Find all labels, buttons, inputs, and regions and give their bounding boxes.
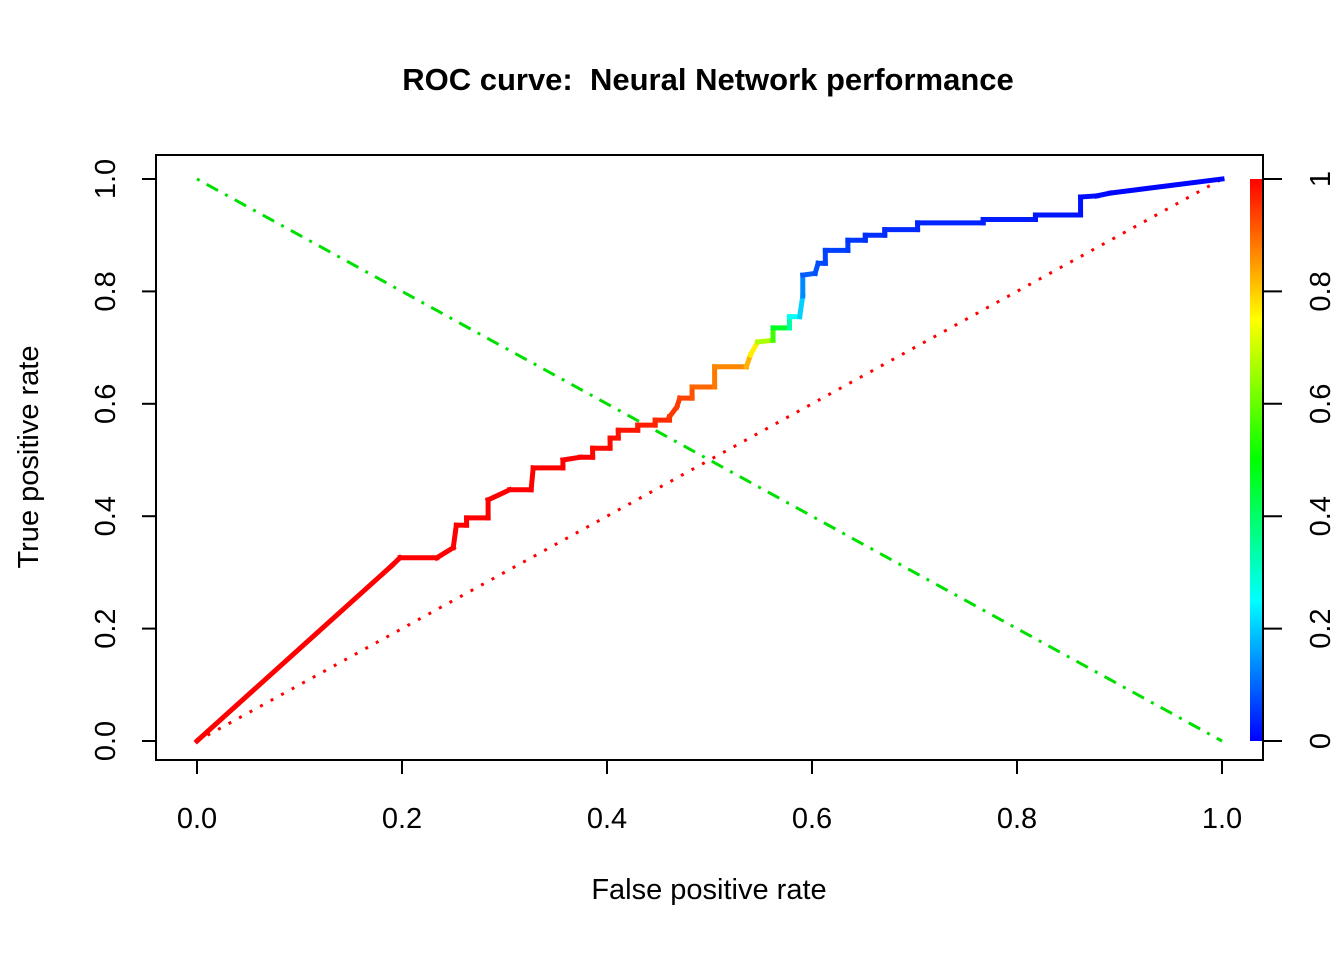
x-tick-label: 0.2 xyxy=(382,803,422,835)
roc-curve-segment xyxy=(528,465,536,493)
colorbar-strip xyxy=(1250,179,1263,741)
colorbar-tick-label: 0.2 xyxy=(1305,608,1337,648)
roc-curve-segment xyxy=(754,337,776,345)
roc-curve-segment xyxy=(450,522,460,551)
x-tick-label: 0.6 xyxy=(792,803,832,835)
chart-title: ROC curve: Neural Network performance xyxy=(402,62,1014,97)
roc-curve-segment xyxy=(1077,193,1100,200)
y-axis: 0.0 0.2 0.4 0.6 0.8 1.0 xyxy=(90,159,156,761)
roc-curve-segment xyxy=(1107,176,1225,196)
x-tick-label: 1.0 xyxy=(1202,803,1242,835)
y-axis-title: True positive rate xyxy=(13,346,45,569)
y-tick-label: 0.8 xyxy=(90,271,122,311)
x-tick-label: 0.4 xyxy=(587,803,627,835)
y-tick-label: 1.0 xyxy=(90,159,122,199)
y-tick-label: 0.0 xyxy=(90,721,122,761)
roc-curve-segment xyxy=(484,486,513,504)
colorbar-ticks: 0 0.2 0.4 0.6 0.8 1 xyxy=(1263,171,1337,749)
x-tick-label: 0.0 xyxy=(177,803,217,835)
y-tick-label: 0.4 xyxy=(90,496,122,536)
anti-diagonal-line xyxy=(196,177,1223,743)
roc-curve-segment xyxy=(796,293,806,320)
colorbar-tick-label: 0.8 xyxy=(1305,271,1337,311)
chance-diagonal-line xyxy=(196,177,1223,743)
y-tick-label: 0.2 xyxy=(90,608,122,648)
roc-curve-segment xyxy=(193,562,396,745)
plot-box xyxy=(155,154,1264,761)
colorbar-tick-label: 0.4 xyxy=(1305,496,1337,536)
roc-curve xyxy=(193,176,1225,745)
reference-lines xyxy=(196,177,1223,743)
colorbar-tick-label: 0.6 xyxy=(1305,384,1337,424)
x-axis: 0.0 0.2 0.4 0.6 0.8 1.0 xyxy=(177,760,1242,835)
x-axis-title: False positive rate xyxy=(591,874,826,906)
x-tick-label: 0.8 xyxy=(997,803,1037,835)
y-tick-label: 0.6 xyxy=(90,384,122,424)
colorbar-tick-label: 1 xyxy=(1305,171,1337,187)
colorbar-tick-label: 0 xyxy=(1305,733,1337,749)
colorbar: 0 0.2 0.4 0.6 0.8 1 xyxy=(1250,171,1337,749)
roc-curve-segment xyxy=(560,454,584,463)
